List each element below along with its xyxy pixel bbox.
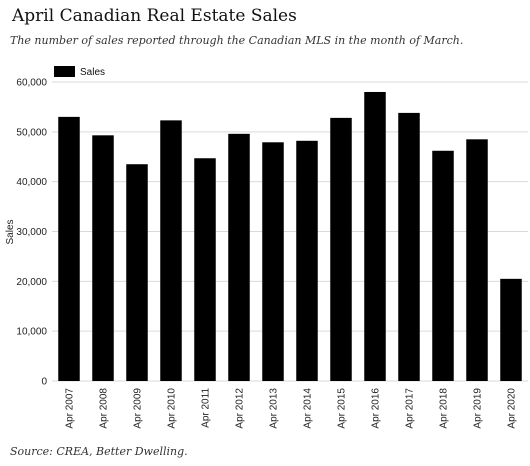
- y-tick-label: 60,000: [16, 78, 47, 89]
- x-tick-label: Apr 2013: [269, 388, 280, 429]
- bar-apr-2016: [364, 91, 386, 381]
- y-tick-label: 10,000: [16, 327, 47, 338]
- x-axis-ticks: Apr 2007 Apr 2008 Apr 2009 Apr 2010 Apr 2011…: [65, 388, 518, 429]
- x-tick-label: Apr 2008: [99, 388, 110, 429]
- chart-title: April Canadian Real Estate Sales: [12, 6, 297, 26]
- bar-apr-2009: [126, 164, 148, 381]
- y-tick-label: 20,000: [16, 277, 47, 288]
- bars: [58, 91, 522, 382]
- grid-lines: [52, 81, 528, 382]
- chart-subtitle: The number of sales reported through the…: [10, 34, 464, 47]
- y-axis-ticks: 0 10,000 20,000 30,000 40,000 50,000 60,000: [16, 78, 47, 388]
- bar-apr-2020: [500, 278, 522, 381]
- bar-apr-2018: [432, 150, 454, 381]
- bar-apr-2011: [194, 158, 216, 381]
- x-tick-label: Apr 2015: [337, 388, 348, 429]
- x-tick-label: Apr 2016: [371, 388, 382, 429]
- legend-swatch-sales: [54, 66, 75, 77]
- y-axis-label: Sales: [5, 219, 16, 244]
- x-tick-label: Apr 2010: [167, 388, 178, 429]
- x-tick-label: Apr 2012: [235, 388, 246, 429]
- y-tick-label: 40,000: [16, 177, 47, 188]
- bar-apr-2013: [262, 142, 284, 381]
- bar-apr-2019: [466, 139, 488, 381]
- x-tick-label: Apr 2017: [405, 388, 416, 429]
- legend-label-sales: Sales: [80, 67, 105, 78]
- bar-apr-2015: [330, 117, 352, 381]
- bar-apr-2017: [398, 112, 420, 382]
- bar-apr-2012: [228, 133, 250, 381]
- bar-apr-2007: [58, 116, 80, 381]
- legend: Sales: [54, 66, 105, 78]
- x-tick-label: Apr 2020: [507, 388, 518, 429]
- y-tick-label: 30,000: [16, 227, 47, 238]
- x-tick-label: Apr 2018: [439, 388, 450, 429]
- chart-source: Source: CREA, Better Dwelling.: [10, 445, 188, 458]
- bar-apr-2014: [296, 140, 318, 381]
- y-tick-label: 50,000: [16, 127, 47, 138]
- x-tick-label: Apr 2011: [201, 388, 212, 428]
- bar-apr-2008: [92, 135, 114, 381]
- x-tick-label: Apr 2009: [133, 388, 144, 429]
- y-tick-label: 0: [41, 377, 47, 388]
- x-tick-label: Apr 2019: [473, 388, 484, 429]
- bar-apr-2010: [160, 120, 182, 382]
- x-tick-label: Apr 2007: [65, 388, 76, 429]
- x-tick-label: Apr 2014: [303, 388, 314, 429]
